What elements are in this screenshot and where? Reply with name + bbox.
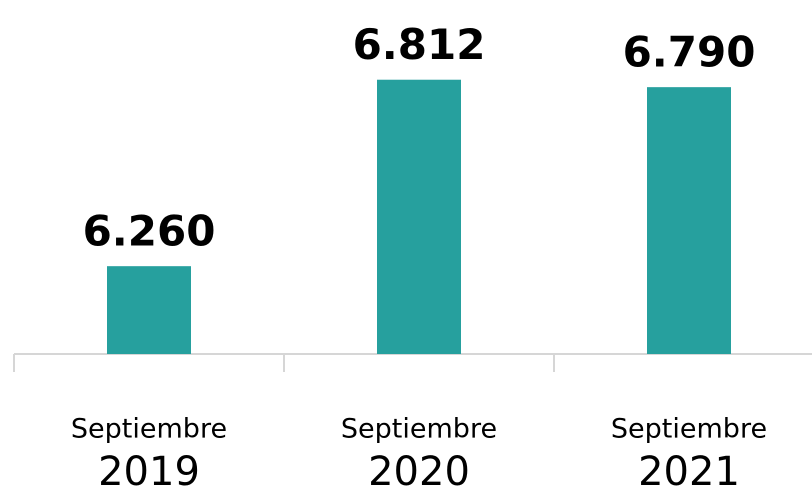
bar <box>107 266 191 354</box>
bar <box>377 79 461 355</box>
x-tick-label: 2021 <box>638 449 740 494</box>
bar <box>647 87 731 355</box>
x-tick-label: Septiembre <box>611 414 767 445</box>
x-tick-label: 2019 <box>98 449 200 494</box>
x-tick-label: Septiembre <box>341 414 497 445</box>
data-label: 6.790 <box>623 28 756 77</box>
x-tick-label: Septiembre <box>71 414 227 445</box>
x-tick-label: 2020 <box>368 449 470 494</box>
data-label: 6.812 <box>353 20 486 69</box>
data-label: 6.260 <box>83 207 216 256</box>
